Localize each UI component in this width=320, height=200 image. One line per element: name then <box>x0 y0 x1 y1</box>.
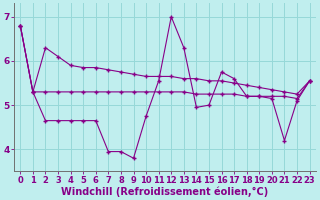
X-axis label: Windchill (Refroidissement éolien,°C): Windchill (Refroidissement éolien,°C) <box>61 186 268 197</box>
